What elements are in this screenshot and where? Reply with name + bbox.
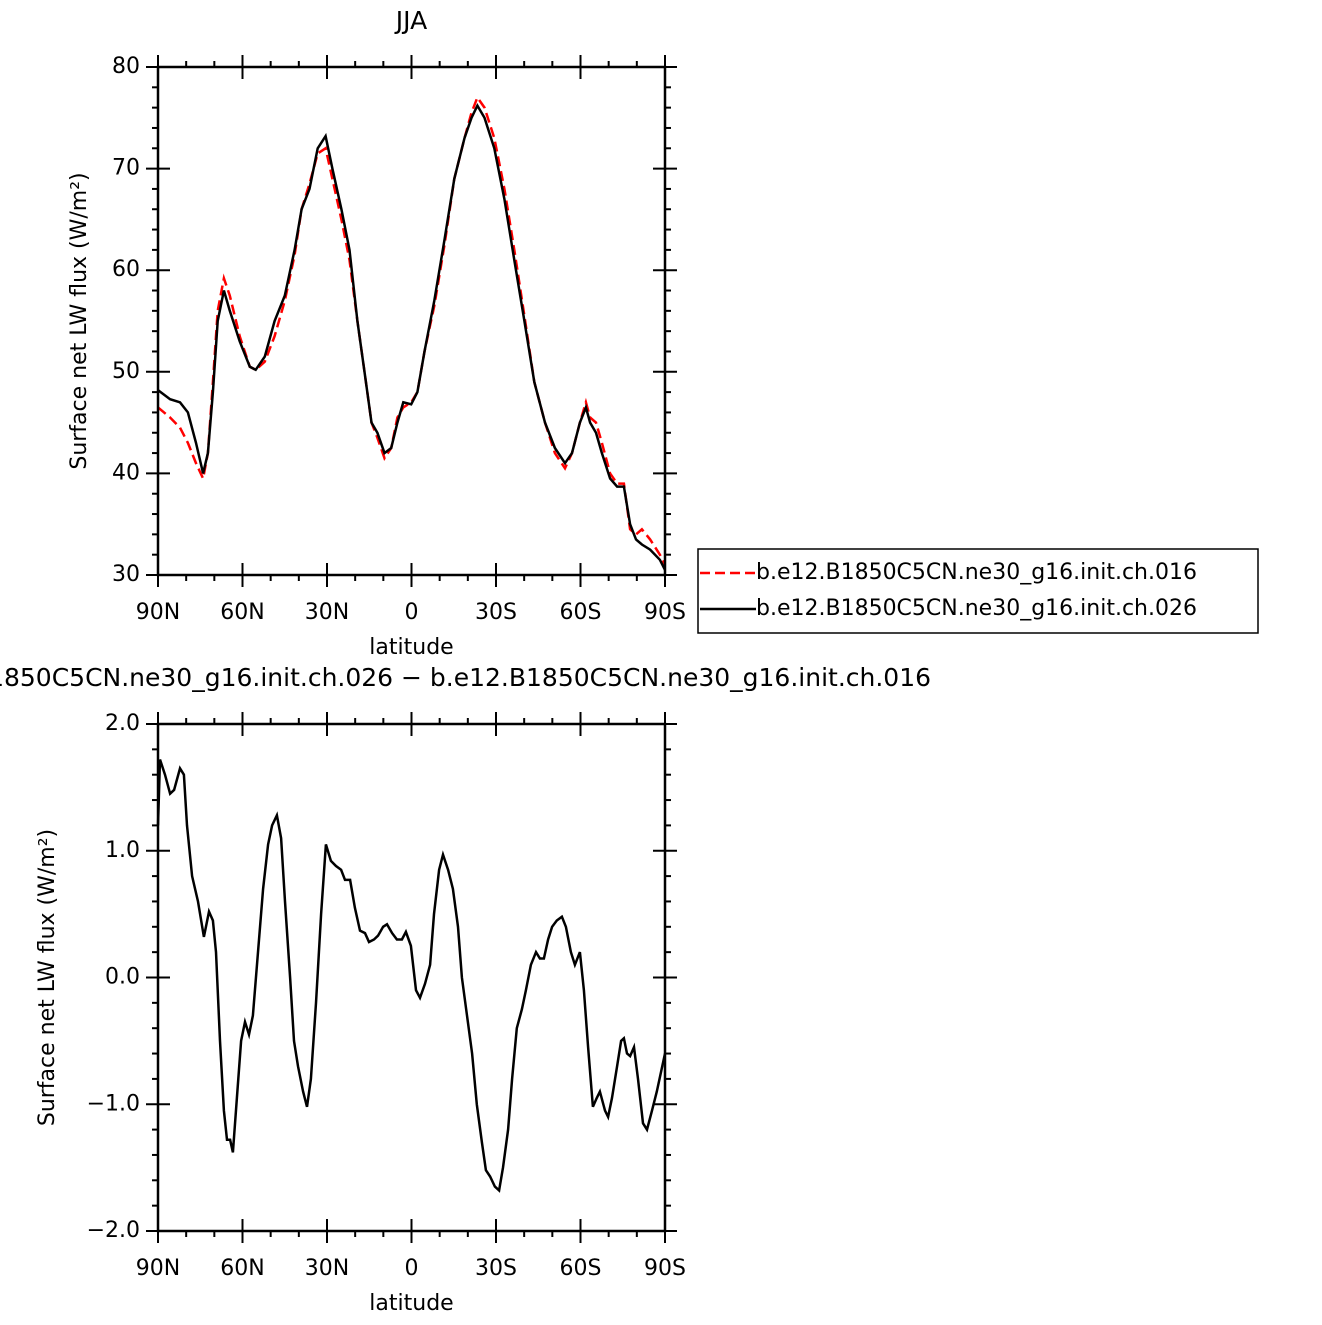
data-line [156,759,667,1193]
x-tick-label: 60S [560,600,602,625]
y-tick-label: −2.0 [87,1218,140,1243]
y-tick-label: 40 [112,460,140,485]
x-tick-label: 60N [220,1256,264,1281]
y-tick-label: 50 [112,359,140,384]
y-tick-label: 1.0 [105,838,140,863]
y-axis-label: Surface net LW flux (W/m²) [67,172,92,469]
y-tick-label: 2.0 [105,711,140,736]
x-tick-label: 30S [475,600,517,625]
x-tick-label: 90S [644,1256,686,1281]
chart-title: JJA [394,6,427,35]
y-tick-label: 80 [112,54,140,79]
x-tick-label: 30N [305,600,349,625]
x-tick-label: 90N [136,1256,180,1281]
x-tick-label: 30N [305,1256,349,1281]
data-line [157,102,667,571]
chart-title: b.e12.B1850C5CN.ne30_g16.init.ch.026 − b… [0,663,931,692]
legend-box [697,548,1259,634]
x-tick-label: 0 [405,1256,419,1281]
y-tick-label: −1.0 [87,1091,140,1116]
x-tick-label: 0 [405,600,419,625]
y-tick-label: 70 [112,156,140,181]
x-tick-label: 90S [644,600,686,625]
y-axis-label: Surface net LW flux (W/m²) [35,829,60,1126]
plot-frame [156,722,667,1233]
legend-label: b.e12.B1850C5CN.ne30_g16.init.ch.016 [756,560,1197,585]
y-tick-label: 60 [112,257,140,282]
x-tick-label: 60S [560,1256,602,1281]
x-axis-label: latitude [369,1291,453,1316]
x-tick-label: 60N [220,600,264,625]
x-tick-label: 30S [475,1256,517,1281]
y-tick-label: 30 [112,562,140,587]
x-axis-label: latitude [369,635,453,660]
plot-frame [156,65,667,577]
data-line [157,94,667,566]
y-tick-label: 0.0 [105,965,140,990]
legend-label: b.e12.B1850C5CN.ne30_g16.init.ch.026 [756,596,1197,621]
x-tick-label: 90N [136,600,180,625]
